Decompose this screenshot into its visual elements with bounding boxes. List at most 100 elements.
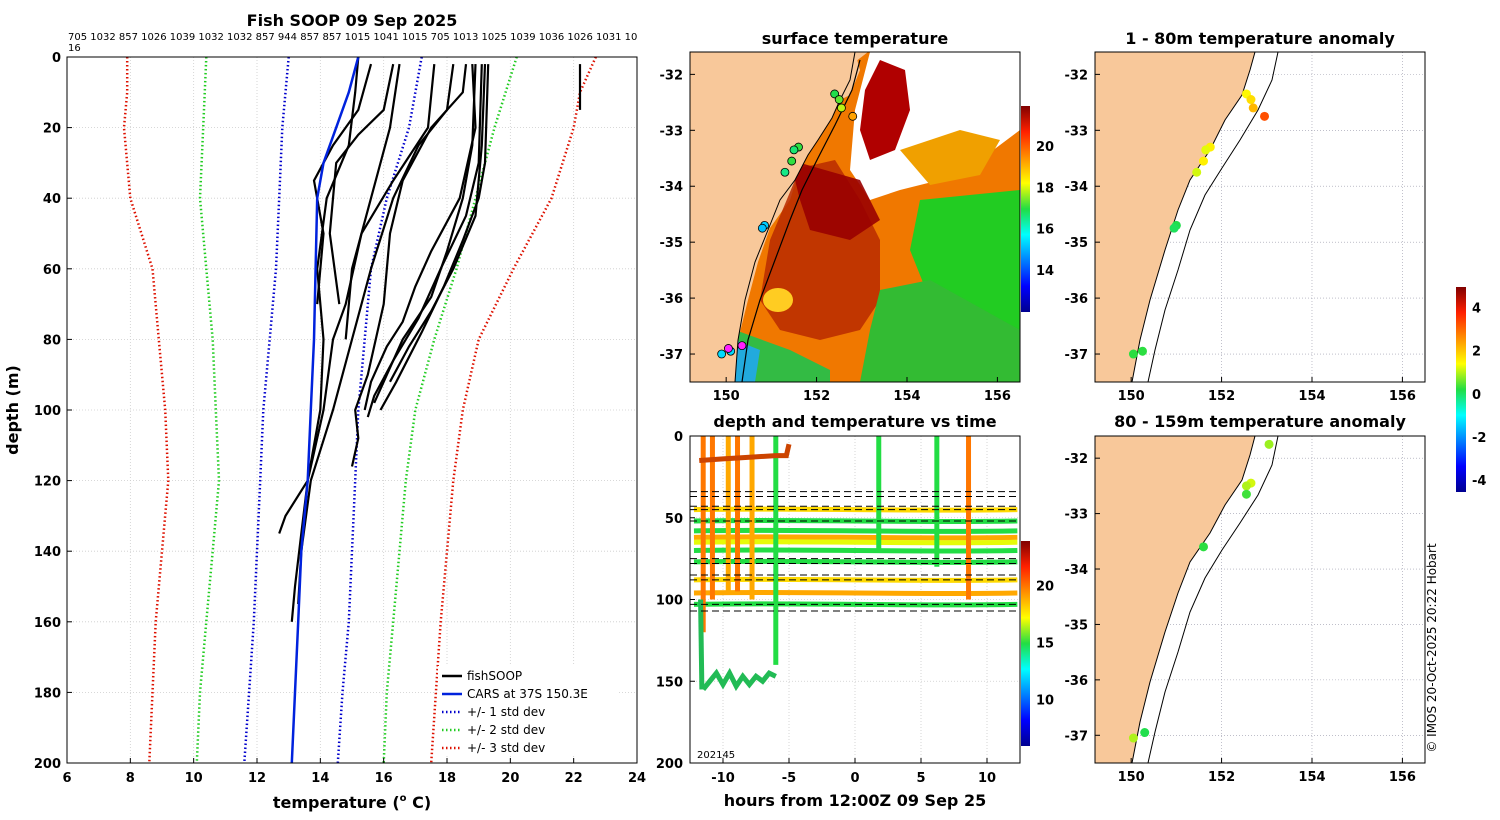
surface-xtick-label: 156 xyxy=(984,389,1011,404)
profile-ytick-label: 200 xyxy=(34,757,61,772)
depthtime-ytick-label: 100 xyxy=(656,594,683,609)
anomaly2-coastline xyxy=(1131,436,1256,763)
profile-ytick-label: 100 xyxy=(34,404,61,419)
anomaly1-point xyxy=(1260,111,1270,121)
profile-ylabel: depth (m) xyxy=(3,365,22,455)
anomaly2-xtick-label: 150 xyxy=(1118,770,1145,785)
surface-ytick-label: -36 xyxy=(660,292,684,307)
surface-frame xyxy=(689,51,1021,383)
profile-ytick-label: 60 xyxy=(43,263,61,278)
anomaly1-point xyxy=(1137,346,1147,356)
anomaly2-xtick-label: 152 xyxy=(1208,770,1235,785)
depthtime-plot: depth and temperature vs time -10 -5 0 5 100… xyxy=(656,412,1054,810)
anomaly1-point xyxy=(1128,349,1138,359)
anomaly1-map: 1 - 80m temperature anomaly 150 152 154 156… xyxy=(1065,29,1426,404)
surface-soop-point xyxy=(780,167,790,177)
anomaly1-point xyxy=(1248,103,1258,113)
surface-soop-points xyxy=(717,89,858,359)
profile-top-ids: 705 1032 857 1026 1039 1032 1032 857 944… xyxy=(68,32,637,43)
depthtime-colorbar-ticks: 10 15 20 xyxy=(1036,580,1054,709)
surface-warm-eddy xyxy=(763,288,793,312)
anomaly2-isobath xyxy=(1147,436,1279,763)
anomaly2-point xyxy=(1264,439,1274,449)
anomaly1-xtick-label: 156 xyxy=(1389,389,1416,404)
depthtime-track xyxy=(693,589,1018,597)
anomaly1-ticks: 150 152 154 156 -32 -33 -34 -35 -36 -37 xyxy=(1065,68,1416,404)
surface-green-south xyxy=(860,280,1020,382)
anomaly2-map: 80 - 159m temperature anomaly 150 152 154 1… xyxy=(1065,412,1426,785)
surface-soop-point xyxy=(837,103,846,113)
anomaly2-frame xyxy=(1094,435,1426,764)
profile-soop-line xyxy=(366,64,483,418)
profile-lines xyxy=(122,57,597,763)
anomaly2-point xyxy=(1241,489,1251,499)
surface-colorbar-ticks: 14 16 18 20 xyxy=(1036,140,1054,279)
depthtime-deep-trace xyxy=(701,667,777,692)
surface-ticks: 150 152 154 156 -32 -33 -34 -35 -36 -37 xyxy=(660,68,1011,404)
surface-colorbar-tick-label: 14 xyxy=(1036,264,1054,279)
anomaly2-xtick-label: 156 xyxy=(1389,770,1416,785)
profile-ytick-label: 20 xyxy=(43,122,61,137)
surface-soop-point xyxy=(848,111,858,121)
anomaly2-land xyxy=(1095,436,1255,763)
anomaly-colorbar-ticks: 4 2 0 -2 -4 xyxy=(1472,302,1486,490)
profile-std2-lo-line xyxy=(195,57,221,763)
profile-soop-line xyxy=(297,63,455,605)
profile-xtick-label: 24 xyxy=(628,771,646,786)
depthtime-corner-label: 202145 xyxy=(697,750,735,761)
depthtime-ytick-label: 200 xyxy=(656,757,683,772)
depthtime-title: depth and temperature vs time xyxy=(713,412,996,431)
surface-soop-point xyxy=(717,349,727,359)
anomaly2-ytick-label: -37 xyxy=(1065,729,1089,744)
anomaly1-ytick-label: -32 xyxy=(1065,68,1089,83)
profile-ytick-label: 0 xyxy=(52,51,61,66)
anomaly1-xtick-label: 152 xyxy=(1208,389,1235,404)
depthtime-ytick-label: 150 xyxy=(656,675,683,690)
anomaly-colorbar-tick-label: 4 xyxy=(1472,302,1481,317)
profile-legend-label: +/- 2 std dev xyxy=(467,723,545,737)
anomaly1-point xyxy=(1201,145,1211,155)
surface-hot-mid xyxy=(790,160,880,240)
surface-yellow-patch xyxy=(900,130,1000,185)
credit-text: © IMOS 20-Oct-2025 20:22 Hobart xyxy=(1425,543,1439,753)
depthtime-xtick-label: 5 xyxy=(916,771,925,786)
profile-legend-label: +/- 3 std dev xyxy=(467,741,545,755)
anomaly1-point xyxy=(1246,95,1256,105)
anomaly1-point xyxy=(1198,156,1208,166)
surface-ytick-label: -33 xyxy=(660,124,684,139)
surface-ytick-label: -35 xyxy=(660,236,684,251)
profile-legend: fishSOOP CARS at 37S 150.3E +/- 1 std dev +… xyxy=(438,666,618,756)
depthtime-colorbar-tick-label: 10 xyxy=(1036,693,1054,708)
profile-xtick-label: 18 xyxy=(438,771,456,786)
depthtime-colorbar-tick-label: 15 xyxy=(1036,637,1054,652)
surface-ytick-label: -34 xyxy=(660,180,684,195)
profile-ytick-label: 140 xyxy=(34,545,61,560)
surface-colorbar-tick-label: 18 xyxy=(1036,181,1054,196)
depthtime-xtick-label: 0 xyxy=(850,771,859,786)
profile-ytick-label: 160 xyxy=(34,616,61,631)
profile-soop-line xyxy=(344,63,401,340)
anomaly-colorbar-tick-label: -4 xyxy=(1472,474,1486,489)
profile-grid xyxy=(66,56,638,764)
anomaly1-title: 1 - 80m temperature anomaly xyxy=(1125,29,1395,48)
anomaly2-ytick-label: -35 xyxy=(1065,618,1089,633)
profile-ytick-label: 120 xyxy=(34,475,61,490)
surface-soop-point xyxy=(737,341,747,351)
anomaly2-point xyxy=(1140,728,1150,738)
anomaly2-ytick-label: -34 xyxy=(1065,563,1089,578)
surface-colorbar-tick-label: 20 xyxy=(1036,140,1054,155)
anomaly-colorbar-tick-label: 2 xyxy=(1472,345,1481,360)
profile-soop-line xyxy=(290,63,436,622)
anomaly-colorbar-bar xyxy=(1456,287,1466,492)
anomaly1-ytick-label: -37 xyxy=(1065,348,1089,363)
anomaly2-ytick-label: -36 xyxy=(1065,674,1089,689)
surface-green-sw xyxy=(735,330,830,382)
surface-soop-point xyxy=(787,156,797,166)
profile-ytick-label: 40 xyxy=(43,192,61,207)
depthtime-xlabel: hours from 12:00Z 09 Sep 25 xyxy=(724,791,986,810)
surface-coast-land xyxy=(690,52,860,382)
surface-hot-north xyxy=(860,60,910,160)
anomaly1-xtick-label: 154 xyxy=(1298,389,1325,404)
profile-xtick-label: 22 xyxy=(565,771,583,786)
profile-title: Fish SOOP 09 Sep 2025 xyxy=(247,11,458,30)
